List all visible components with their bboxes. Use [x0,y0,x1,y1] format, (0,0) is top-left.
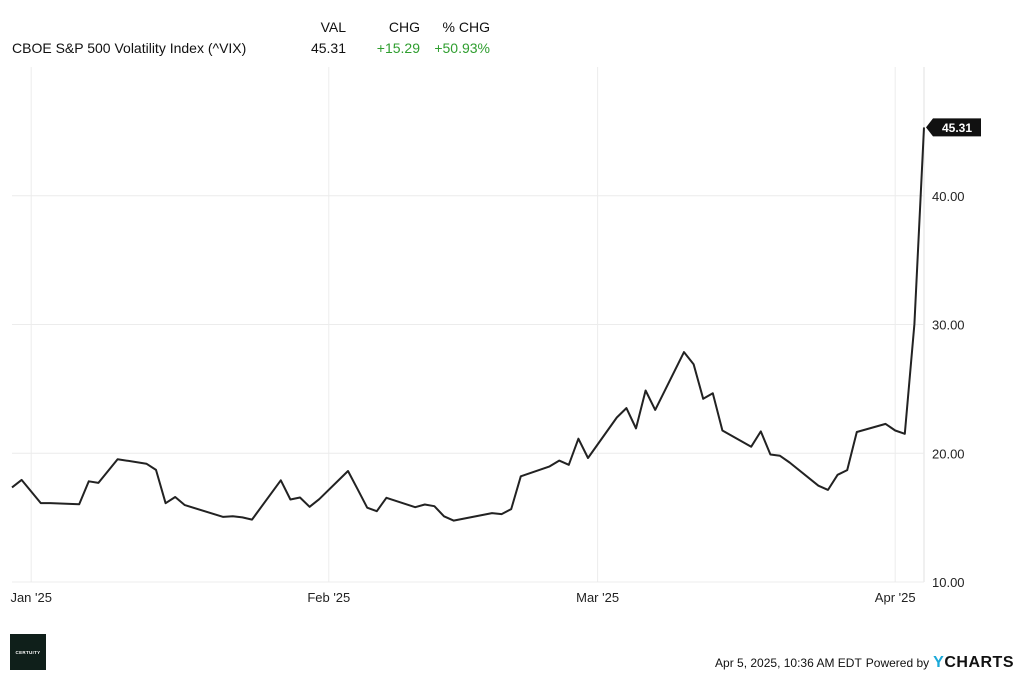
series-name[interactable]: CBOE S&P 500 Volatility Index (^VIX) [12,40,247,56]
footer-attribution: Apr 5, 2025, 10:36 AM EDT Powered by YCH… [715,654,1014,672]
x-axis: Jan '25 Feb '25 Mar '25 Apr '25 [10,590,915,605]
grid-lines [12,67,925,583]
x-tick-label: Apr '25 [875,590,916,605]
y-tick-label: 20.00 [932,446,965,461]
vix-line-chart[interactable]: Jan '25 Feb '25 Mar '25 Apr '25 10.00 20.00 3… [0,0,1024,620]
series-pct-change: +50.93% [434,40,490,56]
x-tick-label: Feb '25 [307,590,350,605]
last-value-label: 45.31 [942,121,972,135]
x-tick-label: Mar '25 [576,590,619,605]
series-value: 45.31 [310,40,346,56]
footer-timestamp: Apr 5, 2025, 10:36 AM EDT [715,656,862,670]
y-tick-label: 10.00 [932,575,965,590]
series-line-vix[interactable] [11,127,925,522]
ycharts-logo-rest: CHARTS [944,654,1014,671]
col-header-pct-chg: % CHG [442,19,490,35]
x-tick-label: Jan '25 [10,590,52,605]
y-axis: 10.00 20.00 30.00 40.00 [932,189,965,590]
y-tick-label: 30.00 [932,318,965,333]
col-header-val: VAL [320,19,346,35]
ycharts-logo[interactable]: YCHARTS [933,654,1014,672]
last-value-badge [926,118,981,137]
y-tick-label: 40.00 [932,189,965,204]
certuity-logo: CERTUITY [10,634,46,670]
ycharts-logo-y: Y [933,654,945,671]
col-header-chg: CHG [388,19,420,35]
last-value-marker: 45.31 [926,118,981,137]
footer-powered-by: Powered by [865,656,930,670]
series-change: +15.29 [376,40,420,56]
